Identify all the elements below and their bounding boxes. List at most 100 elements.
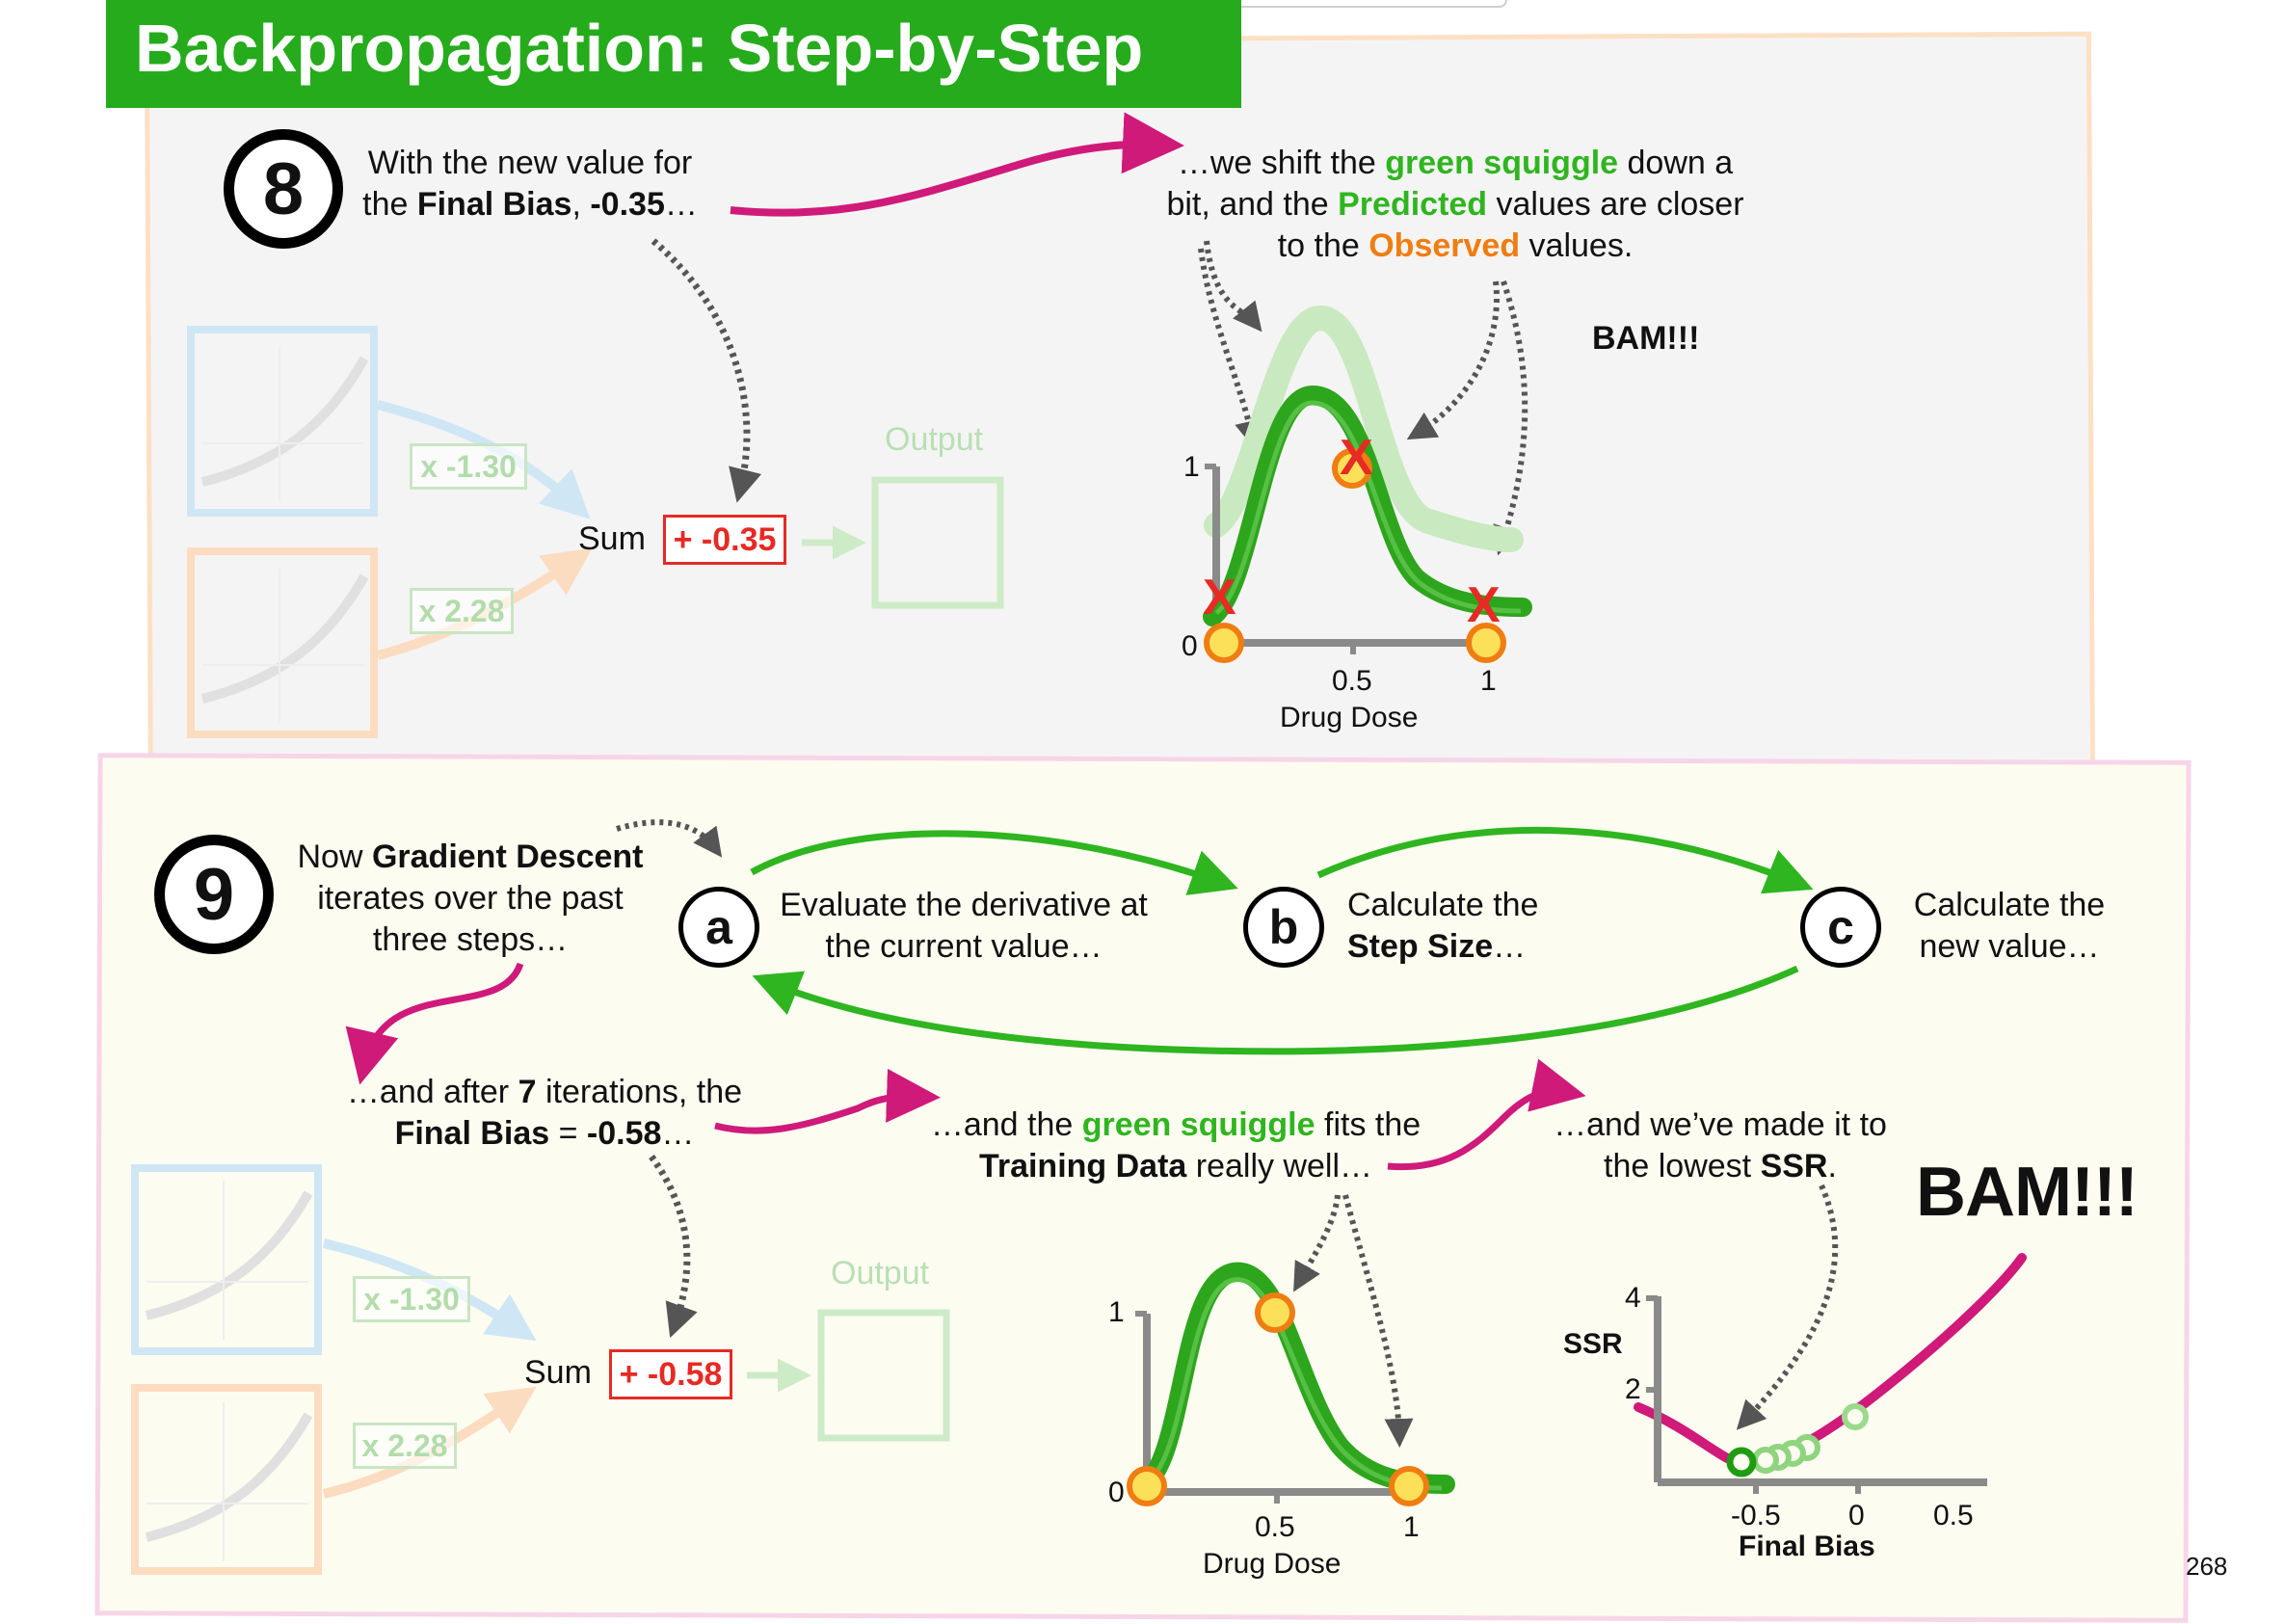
step-a-line1: Evaluate the derivative at bbox=[780, 887, 1148, 923]
step-b-circle: b bbox=[1243, 887, 1324, 968]
title-banner: Backpropagation: Step-by-Step bbox=[106, 0, 1241, 108]
ssr-ylabel: SSR bbox=[1563, 1328, 1623, 1360]
step9-bam: BAM!!! bbox=[1916, 1154, 2139, 1231]
predicted-x-mark: X bbox=[1340, 430, 1373, 486]
step8-xtick-end: 1 bbox=[1480, 665, 1497, 697]
page-number: 268 bbox=[2186, 1552, 2228, 1581]
ssr-xtick: 0.5 bbox=[1933, 1500, 1974, 1531]
step9-intro-line3: three steps… bbox=[372, 921, 569, 958]
dotted-arrow-fits-2 bbox=[1342, 1194, 1414, 1448]
step9-ytick-1: 1 bbox=[1108, 1296, 1125, 1328]
ssr-curve bbox=[1634, 1253, 2027, 1469]
ssr-xlabel: Final Bias bbox=[1739, 1531, 1875, 1562]
faded-output-box bbox=[817, 1309, 950, 1442]
dotted-arrow-squiggle-2 bbox=[1198, 248, 1263, 450]
step8-shift-line1: …we shift the green squiggle down a bbox=[1177, 145, 1734, 181]
step8-sum-label: Sum bbox=[578, 520, 646, 557]
predicted-x-mark: X bbox=[1203, 570, 1236, 626]
step9-ssr-chart bbox=[1634, 1253, 2027, 1494]
ssr-iteration-point bbox=[1752, 1447, 1779, 1474]
magenta-arrow-8 bbox=[730, 112, 1184, 217]
step9-sum-label: Sum bbox=[524, 1354, 592, 1391]
step8-weight-bottom: x 2.28 bbox=[410, 588, 514, 634]
step9-arrows bbox=[345, 962, 1839, 1448]
step9-lowest-line2: the lowest SSR. bbox=[1604, 1148, 1837, 1185]
step-c-line2: new value… bbox=[1919, 928, 2100, 965]
faded-node-orange bbox=[187, 547, 378, 738]
step8-weight-top: x -1.30 bbox=[410, 443, 527, 490]
step-a-circle: a bbox=[678, 887, 759, 968]
step9-xtick-mid: 0.5 bbox=[1255, 1511, 1295, 1543]
magenta-arrow-9c bbox=[1387, 1058, 1586, 1171]
step8-arrows bbox=[651, 112, 1528, 556]
observed-point bbox=[1255, 1292, 1295, 1333]
step9-dose-chart bbox=[1127, 1262, 1455, 1506]
step-b-text: Calculate the Step Size… bbox=[1347, 885, 1656, 968]
observed-point bbox=[1127, 1466, 1167, 1506]
step9-fits-line2: Training Data really well… bbox=[978, 1148, 1373, 1185]
step9-loop-arrows bbox=[616, 819, 1814, 1055]
step8-ytick-0: 0 bbox=[1182, 630, 1198, 662]
faded-node-orange bbox=[131, 1384, 322, 1575]
step9-lowest-text: …and we’ve made it to the lowest SSR. bbox=[1532, 1105, 1908, 1187]
step9-dose-xlabel: Drug Dose bbox=[1203, 1548, 1342, 1580]
step9-weight-bottom: x 2.28 bbox=[353, 1423, 457, 1469]
arrow-c-to-a bbox=[752, 965, 1799, 1055]
step8-shift-line3: to the Observed values. bbox=[1277, 227, 1634, 264]
step8-xtick-mid: 0.5 bbox=[1332, 665, 1372, 697]
fitted-squiggle bbox=[1135, 1262, 1455, 1494]
old-squiggle bbox=[1204, 305, 1524, 552]
step8-ytick-1: 1 bbox=[1183, 451, 1200, 483]
predicted-x-mark: X bbox=[1467, 577, 1501, 633]
step-b-line2: Step Size… bbox=[1347, 928, 1527, 965]
step8-intro-line2: the Final Bias, -0.35… bbox=[362, 186, 698, 223]
step9-fits-line1: …and the green squiggle fits the bbox=[930, 1106, 1421, 1143]
step-a-text: Evaluate the derivative at the current v… bbox=[761, 885, 1166, 968]
step9-output-label: Output bbox=[831, 1255, 930, 1291]
arrow-b-to-c bbox=[1316, 826, 1814, 894]
dotted-arrow-to-sum-9 bbox=[649, 1154, 698, 1339]
step8-intro: With the new value for the Final Bias, -… bbox=[347, 143, 713, 226]
step9-intro-line1: Now Gradient Descent bbox=[297, 839, 644, 875]
faded-node-blue bbox=[187, 326, 378, 517]
dotted-arrow-observed-2 bbox=[1493, 280, 1528, 556]
dotted-arrow-observed-1 bbox=[1406, 280, 1500, 440]
step8-intro-line1: With the new value for bbox=[367, 145, 693, 181]
ssr-xtick: -0.5 bbox=[1731, 1500, 1781, 1531]
step9-intro-line2: iterates over the past bbox=[317, 880, 624, 917]
dotted-arrow-lowest bbox=[1736, 1184, 1839, 1430]
step8-shift-line2: bit, and the Predicted values are closer bbox=[1166, 186, 1744, 223]
step8-dose-chart bbox=[1203, 305, 1532, 663]
step8-bam: BAM!!! bbox=[1592, 320, 1700, 357]
ssr-xtick: 0 bbox=[1848, 1500, 1865, 1531]
dotted-arrow-fits-1 bbox=[1293, 1194, 1341, 1292]
step9-after-line1: …and after 7 iterations, the bbox=[346, 1074, 743, 1110]
observed-point bbox=[1466, 623, 1506, 663]
step9-after-line2: Final Bias = -0.58… bbox=[394, 1115, 695, 1152]
step9-ytick-0: 0 bbox=[1108, 1477, 1125, 1508]
observed-point bbox=[1389, 1466, 1429, 1506]
ssr-ytick-4: 4 bbox=[1625, 1282, 1641, 1314]
step8-number: 8 bbox=[224, 129, 343, 249]
step8-faded-network bbox=[187, 326, 1004, 738]
step8-shift-text: …we shift the green squiggle down a bit,… bbox=[1118, 143, 1793, 267]
observed-point bbox=[1204, 623, 1244, 663]
step8-sum-value: + -0.35 bbox=[663, 515, 786, 565]
step9-intro: Now Gradient Descent iterates over the p… bbox=[268, 837, 673, 961]
faded-node-blue bbox=[131, 1164, 322, 1355]
arrow-a-to-b bbox=[750, 830, 1238, 895]
new-squiggle bbox=[1203, 385, 1532, 626]
step8-xlabel: Drug Dose bbox=[1280, 702, 1419, 733]
magenta-arrow-9a bbox=[345, 962, 524, 1085]
dotted-arrow-to-sum-8 bbox=[651, 238, 762, 503]
dotted-arrow-to-a bbox=[616, 819, 723, 858]
dotted-arrow-squiggle-1 bbox=[1204, 240, 1262, 333]
step9-xtick-end: 1 bbox=[1403, 1511, 1420, 1543]
step9-number: 9 bbox=[154, 835, 274, 954]
ssr-final-point bbox=[1726, 1447, 1757, 1478]
ssr-iteration-point bbox=[1842, 1403, 1869, 1430]
page-title: Backpropagation: Step-by-Step bbox=[135, 11, 1144, 86]
observed-point bbox=[1332, 448, 1372, 489]
step-a-line2: the current value… bbox=[825, 928, 1103, 965]
